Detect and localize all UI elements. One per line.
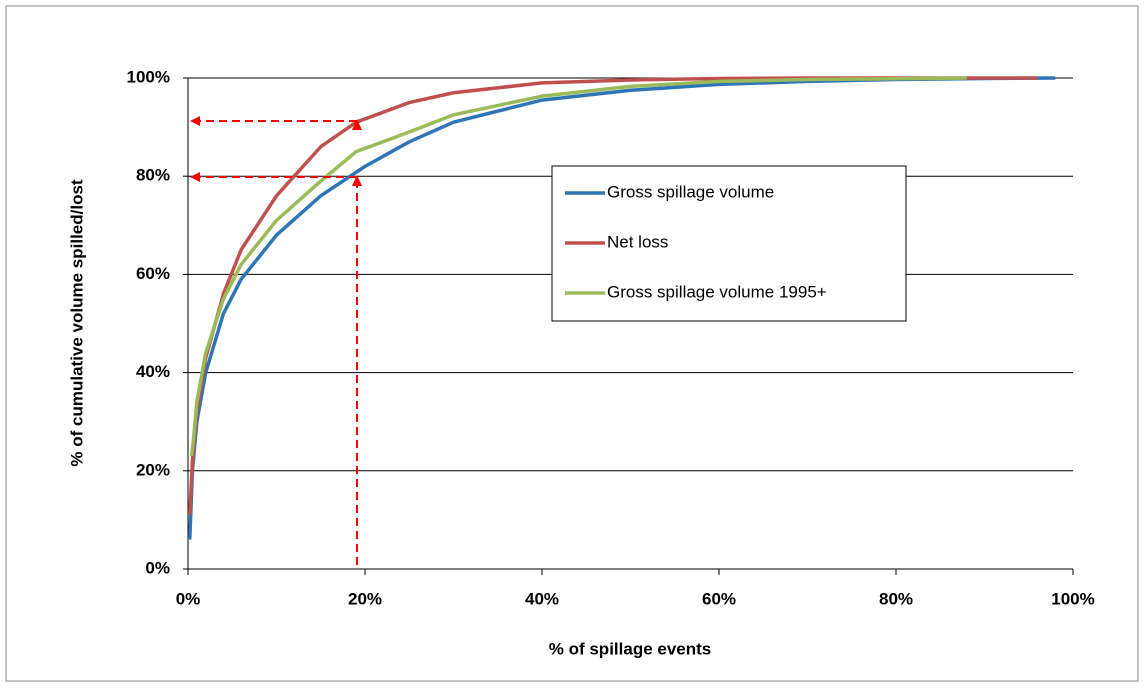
- y-tick-label: 20%: [136, 460, 170, 479]
- grid: 0% 20% 40% 60% 80% 100% 0% 20% 40% 60% 80% 100%: [127, 67, 1095, 608]
- chart-frame: [5, 5, 1139, 682]
- y-tick-label: 80%: [136, 166, 170, 185]
- legend-box: [551, 165, 907, 322]
- x-axis-label: % of spillage events: [549, 639, 712, 658]
- series-line: [188, 76, 1056, 540]
- x-tick-label: 60%: [702, 589, 736, 608]
- x-tick-label: 100%: [1051, 589, 1094, 608]
- x-tick-label: 40%: [525, 589, 559, 608]
- y-tick-label: 0%: [145, 558, 170, 577]
- legend-label: Net loss: [607, 232, 668, 251]
- legend-label: Gross spillage volume: [607, 182, 774, 201]
- x-tick-label: 0%: [176, 589, 201, 608]
- reference-arrows: [198, 120, 358, 565]
- y-tick-label: 100%: [127, 67, 170, 86]
- legend-label: Gross spillage volume 1995+: [607, 282, 827, 301]
- arrow-head: [190, 172, 200, 182]
- lines: [188, 76, 1056, 540]
- y-tick-label: 40%: [136, 362, 170, 381]
- arrow-head: [190, 116, 200, 126]
- series-line: [189, 76, 967, 457]
- legend: Gross spillage volume Net loss Gross spill…: [565, 182, 827, 301]
- y-axis-label: % of cumulative volume spilled/lost: [67, 179, 86, 467]
- arrow-heads: [190, 116, 362, 186]
- x-tick-label: 80%: [879, 589, 913, 608]
- arrow-head: [352, 175, 362, 186]
- arrow-head: [352, 119, 362, 130]
- x-tick-label: 20%: [348, 589, 382, 608]
- y-tick-label: 60%: [136, 264, 170, 283]
